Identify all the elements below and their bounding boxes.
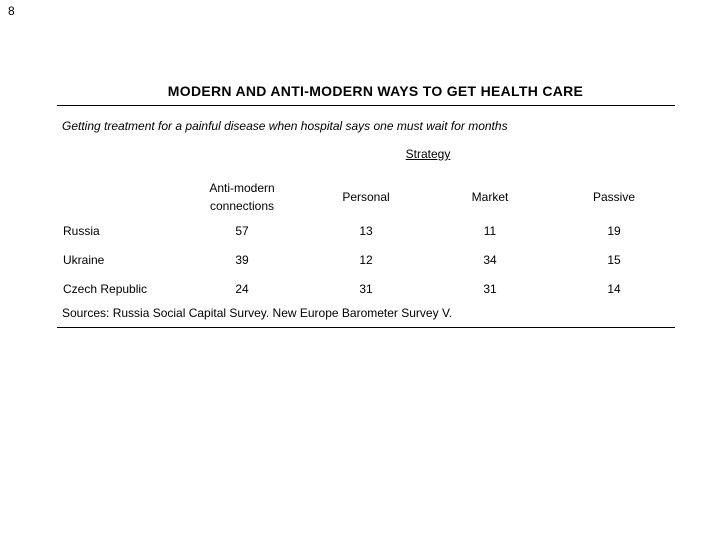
column-header-anti-modern-connections: Anti-modern connections: [180, 178, 304, 216]
column-header-personal: Personal: [342, 190, 390, 204]
data-table: Anti-modern connections Personal Market …: [63, 178, 676, 303]
table-corner-spacer: [63, 178, 180, 216]
table-cell: 19: [607, 223, 621, 238]
row-label-ukraine: Ukraine: [63, 252, 105, 267]
table-cell: 39: [235, 252, 249, 267]
bottom-rule: [57, 327, 675, 328]
row-label-russia: Russia: [63, 223, 100, 238]
strategy-group-header: Strategy: [405, 147, 451, 161]
table-cell: 57: [235, 223, 249, 238]
top-rule: [57, 105, 675, 106]
page-number: 8: [8, 4, 15, 18]
table-cell: 11: [483, 223, 497, 238]
table-cell: 24: [235, 281, 249, 296]
table-cell: 13: [359, 223, 373, 238]
table-title: MODERN AND ANTI-MODERN WAYS TO GET HEALT…: [167, 83, 584, 99]
column-header-passive: Passive: [592, 190, 636, 204]
column-header-label: Anti-modern connections: [209, 181, 275, 213]
row-label-czech-republic: Czech Republic: [63, 281, 148, 296]
table-cell: 15: [607, 252, 621, 267]
table-cell: 12: [359, 252, 373, 267]
table-cell: 34: [483, 252, 497, 267]
table-cell: 14: [607, 281, 621, 296]
table-subtitle: Getting treatment for a painful disease …: [62, 119, 508, 133]
table-cell: 31: [483, 281, 497, 296]
sources-note: Sources: Russia Social Capital Survey. N…: [62, 306, 453, 320]
column-header-market: Market: [471, 190, 509, 204]
table-cell: 31: [359, 281, 373, 296]
